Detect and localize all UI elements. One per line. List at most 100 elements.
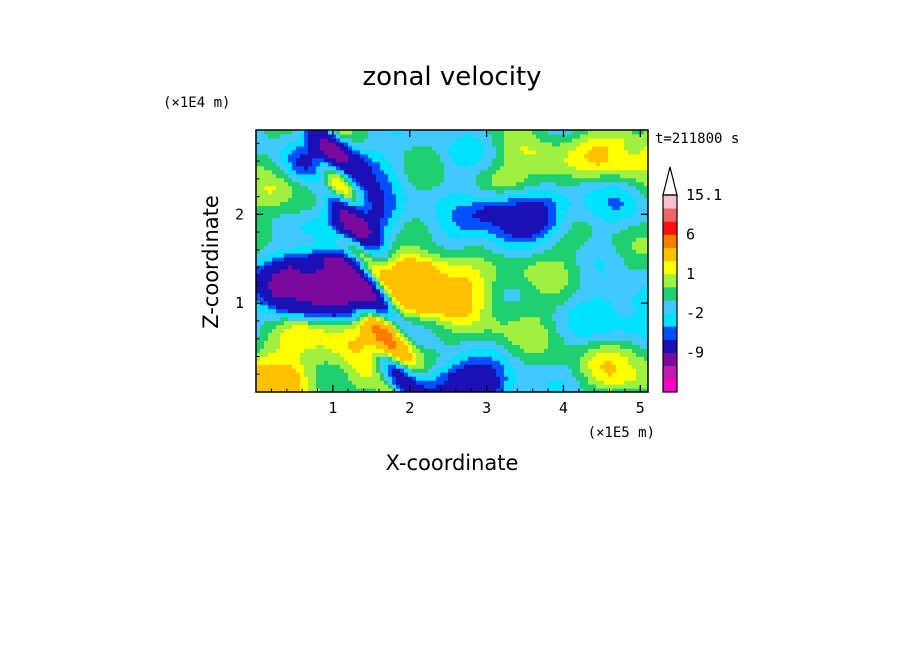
field-cell	[440, 221, 445, 226]
field-cell	[304, 249, 309, 254]
field-cell	[256, 241, 261, 246]
field-cell	[372, 217, 377, 222]
field-cell	[380, 304, 385, 310]
field-cell	[404, 165, 409, 171]
field-cell	[504, 328, 509, 334]
field-cell	[400, 177, 405, 183]
field-cell	[324, 249, 329, 254]
field-cell	[316, 197, 321, 203]
field-cell	[472, 145, 477, 151]
field-cell	[504, 344, 509, 349]
field-cell	[292, 205, 297, 210]
field-cell	[312, 324, 317, 330]
field-cell	[420, 157, 425, 163]
field-cell	[536, 360, 541, 365]
field-cell	[436, 157, 441, 163]
field-cell	[456, 340, 461, 345]
field-cell	[300, 360, 305, 365]
field-cell	[256, 316, 261, 322]
field-cell	[388, 380, 393, 385]
field-cell	[256, 165, 261, 171]
field-cell	[344, 149, 349, 155]
field-cell	[344, 213, 349, 218]
field-cell	[384, 300, 389, 306]
field-cell	[400, 312, 405, 318]
field-cell	[524, 292, 529, 298]
field-cell	[344, 300, 349, 306]
field-cell	[488, 296, 493, 302]
field-cell	[512, 145, 517, 151]
field-cell	[432, 261, 437, 266]
field-cell	[336, 161, 341, 167]
field-cell	[544, 149, 549, 155]
field-cell	[432, 384, 437, 389]
field-cell	[344, 280, 349, 286]
field-cell	[332, 257, 337, 262]
field-cell	[548, 336, 553, 341]
field-cell	[488, 161, 493, 167]
field-cell	[308, 332, 313, 338]
field-cell	[304, 229, 309, 234]
field-cell	[396, 189, 401, 195]
field-cell	[324, 364, 329, 369]
field-cell	[520, 276, 525, 282]
field-cell	[400, 344, 405, 349]
field-cell	[360, 161, 365, 167]
field-cell	[416, 201, 421, 207]
field-cell	[392, 272, 397, 278]
field-cell	[492, 264, 497, 270]
field-cell	[264, 316, 269, 322]
field-cell	[504, 161, 509, 167]
field-cell	[356, 376, 361, 381]
field-cell	[508, 149, 513, 155]
field-cell	[260, 221, 265, 226]
field-cell	[420, 145, 425, 151]
field-cell	[392, 157, 397, 163]
field-cell	[404, 209, 409, 214]
field-cell	[272, 241, 277, 246]
field-cell	[340, 264, 345, 270]
field-cell	[504, 185, 509, 191]
field-cell	[508, 137, 513, 143]
field-cell	[380, 312, 385, 318]
field-cell	[284, 296, 289, 302]
field-cell	[480, 133, 485, 139]
field-cell	[516, 149, 521, 155]
field-cell	[472, 201, 477, 207]
field-cell	[452, 253, 457, 258]
field-cell	[416, 284, 421, 290]
field-cell	[388, 165, 393, 171]
field-cell	[276, 173, 281, 179]
field-cell	[360, 340, 365, 345]
field-cell	[552, 344, 557, 349]
field-cell	[336, 261, 341, 266]
field-cell	[288, 288, 293, 294]
field-cell	[376, 304, 381, 310]
field-cell	[380, 292, 385, 298]
field-cell	[500, 340, 505, 345]
field-cell	[476, 296, 481, 302]
field-cell	[484, 324, 489, 330]
field-cell	[356, 141, 361, 147]
field-cell	[464, 137, 469, 143]
field-cell	[316, 193, 321, 199]
field-cell	[432, 300, 437, 306]
field-cell	[320, 133, 325, 139]
field-cell	[448, 312, 453, 318]
field-cell	[548, 185, 553, 191]
field-cell	[352, 308, 357, 314]
field-cell	[472, 237, 477, 242]
field-cell	[352, 288, 357, 294]
field-cell	[444, 233, 449, 238]
field-cell	[436, 340, 441, 345]
field-cell	[508, 257, 513, 262]
field-cell	[404, 336, 409, 341]
field-cell	[448, 257, 453, 262]
field-cell	[280, 272, 285, 278]
field-cell	[360, 336, 365, 341]
field-cell	[332, 197, 337, 203]
field-cell	[260, 316, 265, 322]
field-cell	[264, 288, 269, 294]
field-cell	[268, 276, 273, 282]
field-cell	[452, 348, 457, 353]
